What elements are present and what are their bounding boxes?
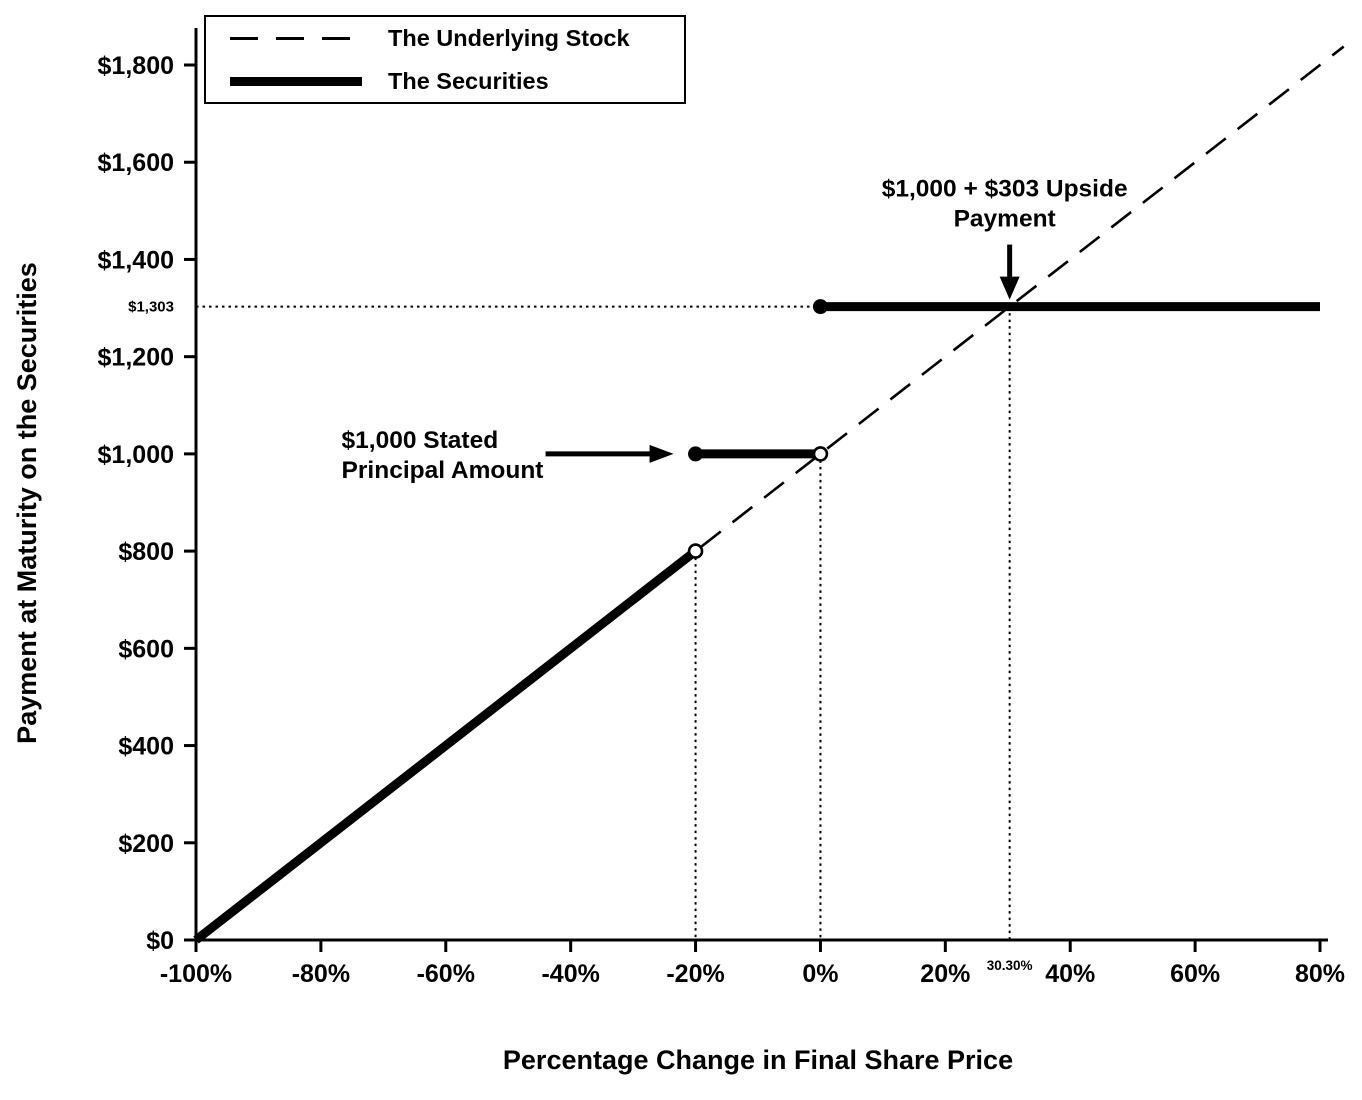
y-tick-label: $1,600: [98, 149, 174, 177]
legend-item-securities: The Securities: [230, 68, 684, 95]
x-tick-label: 0%: [802, 960, 838, 988]
solid-line-swatch: [230, 76, 362, 86]
y-tick-label: $0: [146, 927, 174, 955]
dashed-line-swatch: [230, 36, 362, 40]
x-tick-label: 20%: [920, 960, 970, 988]
open-point-marker: [687, 543, 704, 559]
legend-label-securities: The Securities: [388, 67, 549, 94]
x-tick-label: 80%: [1295, 960, 1345, 988]
y-tick-label: $600: [118, 635, 174, 663]
y-tick-label: $800: [118, 538, 174, 566]
filled-point-marker: [812, 299, 828, 315]
annotation-principal-text: $1,000 Stated: [342, 427, 499, 454]
legend-label-underlying-stock: The Underlying Stock: [388, 24, 630, 51]
x-tick-label: -60%: [417, 960, 475, 988]
chart-legend: The Underlying Stock The Securities: [204, 15, 686, 104]
legend-item-underlying-stock: The Underlying Stock: [230, 25, 684, 52]
x-tick-label: -40%: [541, 960, 599, 988]
y-tick-label: $1,400: [98, 246, 174, 274]
y-tick-label-special: $1,303: [128, 299, 174, 316]
y-tick-label: $400: [118, 733, 174, 761]
x-tick-label: 60%: [1170, 960, 1220, 988]
x-tick-label: -100%: [160, 960, 232, 988]
x-tick-label-special: 30.30%: [987, 958, 1033, 973]
y-axis-title: Payment at Maturity on the Securities: [12, 262, 42, 744]
x-tick-label: 40%: [1045, 960, 1095, 988]
x-tick-label: -80%: [292, 960, 350, 988]
x-axis-title: Percentage Change in Final Share Price: [503, 1045, 1013, 1075]
open-point-marker: [812, 446, 829, 462]
y-tick-label: $200: [118, 830, 174, 858]
y-tick-label: $1,000: [98, 441, 174, 469]
annotation-arrowhead: [649, 444, 674, 463]
securities-line-segment: [193, 547, 699, 944]
y-tick-label: $1,200: [98, 344, 174, 372]
y-tick-label: $1,800: [98, 52, 174, 80]
x-tick-label: -20%: [666, 960, 724, 988]
annotation-upside-text: $1,000 + $303 Upside: [882, 176, 1128, 203]
annotation-upside-text: Payment: [954, 206, 1056, 233]
annotation-arrowhead: [999, 276, 1020, 300]
filled-point-marker: [688, 446, 704, 462]
annotation-principal-text: Principal Amount: [342, 457, 544, 484]
